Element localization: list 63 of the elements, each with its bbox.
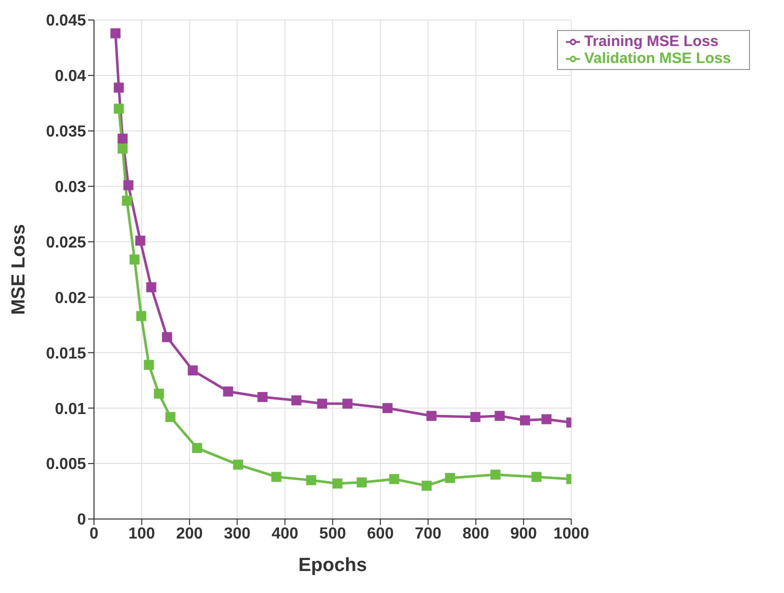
point [135, 236, 146, 246]
point [422, 480, 432, 491]
y-tick-label: 0.04 [54, 68, 86, 86]
point [123, 180, 134, 190]
point [122, 196, 132, 206]
x-tick-label: 800 [462, 525, 490, 542]
point [233, 460, 244, 470]
point [118, 144, 128, 154]
x-tick-label: 700 [414, 525, 442, 542]
point [144, 360, 154, 370]
y-tick-label: 0.035 [46, 124, 86, 141]
y-tick-label: 0.03 [54, 179, 86, 196]
point [188, 365, 198, 376]
point [356, 477, 367, 488]
point [130, 254, 140, 265]
point [110, 28, 120, 38]
y-tick-label: 0.02 [54, 290, 86, 307]
legend-label: Validation MSE Loss [584, 50, 731, 67]
x-tick-label: 100 [128, 525, 156, 542]
point [271, 472, 282, 482]
point [291, 395, 302, 406]
point [426, 410, 436, 421]
point [332, 478, 342, 489]
y-tick-label: 0.005 [46, 456, 86, 474]
point [520, 415, 530, 426]
point [490, 470, 500, 480]
y-tick-label: 0.025 [46, 234, 86, 252]
point [146, 282, 156, 292]
point [257, 392, 268, 402]
x-tick-label: 1000 [554, 525, 590, 542]
x-tick-label: 400 [272, 525, 298, 542]
point [223, 386, 234, 396]
y-axis-title: MSE Loss [8, 224, 30, 315]
point [165, 412, 176, 422]
y-tick-label: 0.045 [46, 12, 86, 30]
point [114, 82, 124, 93]
x-tick-label: 500 [319, 525, 346, 542]
point [541, 414, 552, 424]
point [192, 443, 202, 454]
point [494, 410, 505, 421]
point [154, 388, 164, 399]
y-tick-label: 0.01 [54, 400, 86, 418]
point [342, 398, 352, 409]
point [531, 472, 542, 482]
x-tick-label: 200 [176, 525, 203, 542]
point [136, 311, 146, 322]
point [382, 403, 393, 414]
y-tick-label: 0.015 [46, 345, 86, 362]
legend-label: Training MSE Loss [584, 33, 718, 50]
point [317, 398, 328, 409]
point [114, 104, 124, 114]
point [389, 474, 400, 484]
y-tick-label: 0 [77, 512, 86, 529]
x-tick-label: 0 [90, 525, 99, 542]
point [118, 134, 128, 144]
point [162, 332, 172, 342]
point [470, 412, 480, 422]
x-tick-label: 600 [367, 525, 394, 542]
x-tick-label: 300 [224, 525, 251, 542]
point [445, 472, 456, 483]
x-tick-label: 900 [510, 525, 538, 542]
x-axis-title: Epochs [298, 555, 367, 576]
point [306, 475, 316, 486]
